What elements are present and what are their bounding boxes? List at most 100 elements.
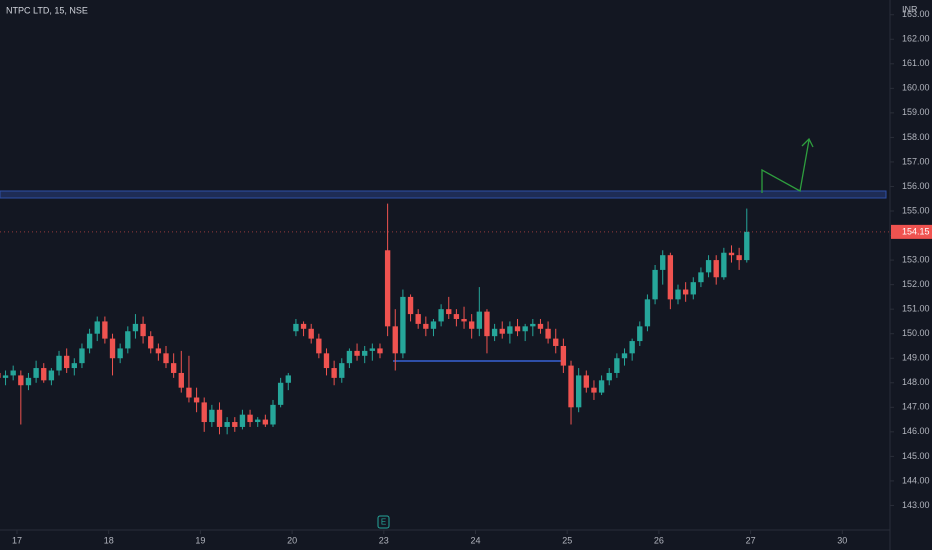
candle-body (132, 323, 139, 332)
x-tick-label: 24 (470, 535, 480, 545)
candle-body (728, 252, 735, 256)
candle-body (262, 419, 269, 425)
candle-body (675, 289, 681, 300)
candle-body (667, 255, 674, 300)
candle-body (300, 323, 307, 329)
last-price-tag (891, 224, 932, 239)
y-tick-label: 160.00 (902, 83, 930, 93)
candle-body (362, 350, 368, 356)
y-tick-label: 159.00 (902, 107, 930, 117)
candle-body (637, 326, 643, 342)
candle-body (209, 409, 215, 423)
y-tick-label: 161.00 (902, 58, 930, 68)
candle-body (216, 409, 223, 427)
y-tick-label: 157.00 (902, 156, 930, 166)
candle-body (316, 338, 322, 354)
candle-body (71, 363, 77, 369)
candle-body (522, 326, 528, 332)
candle-body (354, 350, 360, 356)
candle-body (346, 350, 353, 364)
y-tick-label: 158.00 (902, 132, 930, 142)
x-tick-label: 26 (654, 535, 664, 545)
y-tick-label: 162.00 (902, 34, 930, 44)
candle-body (56, 355, 62, 371)
candle-body (247, 414, 253, 423)
y-tick-label: 155.00 (902, 205, 930, 215)
candle-body (109, 338, 116, 359)
candle-body (163, 353, 169, 364)
candle-body (453, 314, 460, 319)
candle-body (705, 260, 712, 273)
candle-body (491, 328, 498, 337)
candle-body (10, 370, 16, 376)
candle-body (430, 321, 437, 329)
candle-body (606, 372, 612, 381)
y-tick-label: 143.00 (902, 500, 930, 510)
candle-body (18, 375, 24, 386)
plot-area (0, 203, 750, 435)
y-tick-label: 152.00 (902, 279, 930, 289)
y-tick-label: 148.00 (902, 377, 930, 387)
y-tick-label: 156.00 (902, 181, 930, 191)
candle-body (698, 272, 704, 283)
arrow-head (801, 137, 814, 148)
candle-body (690, 282, 696, 295)
candle-body (224, 422, 230, 427)
candle-body (86, 333, 93, 349)
candle-body (537, 323, 544, 329)
candle-body (560, 345, 567, 366)
candle-body (94, 321, 100, 334)
y-tick-label: 149.00 (902, 353, 930, 363)
candle-body (614, 358, 620, 373)
candle-body (575, 375, 582, 408)
candle-body (270, 404, 276, 425)
candle-body (148, 336, 154, 349)
candle-body (125, 331, 131, 349)
candle-body (621, 353, 628, 359)
y-tick-label: 145.00 (902, 451, 930, 461)
candle-body (644, 299, 651, 327)
y-tick-label: 163.00 (902, 9, 930, 19)
candle-body (423, 323, 429, 329)
x-tick-label: 30 (837, 535, 847, 545)
candle-body (48, 370, 55, 381)
chart-title: NTPC LTD, 15, NSE (6, 5, 88, 15)
candle-body (339, 363, 345, 378)
x-tick-label: 18 (104, 535, 114, 545)
y-tick-label: 144.00 (902, 475, 930, 485)
candle-body (323, 353, 330, 369)
candle-body (507, 326, 513, 334)
candle-body (33, 368, 39, 378)
candle-body (232, 422, 238, 427)
candle-body (79, 348, 85, 364)
candle-body (255, 419, 261, 423)
candle-body (545, 328, 551, 339)
candle-body (598, 380, 605, 393)
candle-body (201, 402, 207, 423)
candle-body (41, 368, 47, 381)
x-tick-label: 17 (12, 535, 22, 545)
candle-body (377, 348, 383, 354)
y-tick-label: 153.00 (902, 254, 930, 264)
candle-body (293, 323, 299, 332)
candle-body (2, 375, 9, 378)
candle-body (407, 296, 414, 315)
y-tick-label: 146.00 (902, 426, 930, 436)
candle-body (530, 323, 536, 327)
x-tick-label: 19 (195, 535, 205, 545)
earnings-marker: E (381, 518, 386, 527)
candle-body (682, 289, 689, 295)
last-price-label: 154.15 (902, 226, 930, 236)
candle-body (277, 382, 284, 405)
candle-body (117, 348, 123, 359)
candle-body (369, 348, 376, 351)
candle-body (721, 252, 727, 278)
currency-label: INR (902, 4, 918, 14)
resistance-zone (0, 190, 887, 199)
candle-body (629, 341, 635, 354)
y-tick-label: 150.00 (902, 328, 930, 338)
candle-body (476, 311, 482, 329)
candle-body (331, 368, 337, 378)
